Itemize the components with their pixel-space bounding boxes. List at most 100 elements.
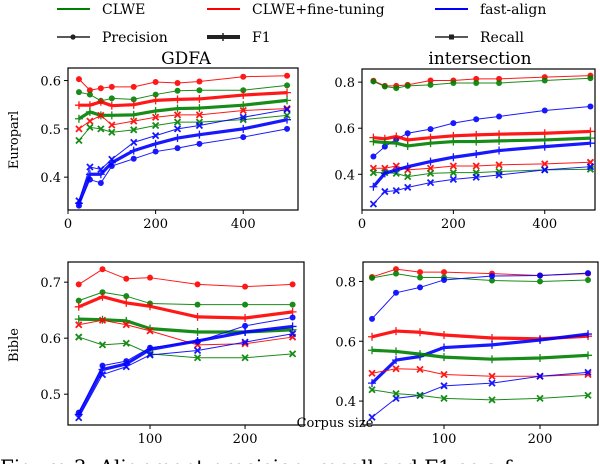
axes-frame [67, 261, 305, 426]
row-label-europarl: Europarl [7, 111, 22, 169]
series-fast-align-recall [368, 368, 592, 421]
data-point [74, 315, 83, 324]
data-point [174, 145, 181, 152]
series-line [78, 109, 288, 201]
data-point [283, 111, 291, 119]
data-point [380, 138, 389, 147]
data-point [196, 87, 203, 94]
data-point [75, 125, 83, 133]
data-point [195, 94, 204, 103]
data-point [541, 160, 549, 168]
data-point [404, 130, 411, 137]
data-point [440, 353, 449, 362]
data-point [403, 162, 412, 171]
data-point [427, 77, 434, 84]
x-tick-label: 0 [358, 217, 366, 232]
data-point [86, 91, 93, 98]
series-line [373, 129, 591, 142]
data-point [450, 120, 457, 127]
data-point [241, 328, 250, 337]
data-point [449, 162, 458, 170]
data-point [417, 269, 424, 276]
data-point [173, 118, 182, 126]
data-point [404, 172, 412, 181]
legend: CLWE CLWE+fine-tuning fast-align Precision F… [57, 2, 546, 46]
data-point [472, 150, 481, 159]
data-point [283, 88, 292, 97]
data-point [495, 161, 503, 169]
data-point [75, 202, 82, 209]
data-point [536, 336, 545, 345]
data-point [284, 82, 291, 89]
series-line [78, 333, 293, 418]
data-point [96, 97, 105, 106]
data-point [129, 146, 138, 155]
series-line [78, 98, 288, 121]
data-point [472, 173, 480, 181]
data-point [147, 274, 154, 281]
data-point [416, 350, 425, 359]
data-point [107, 111, 116, 120]
data-point [152, 91, 159, 98]
data-point [472, 162, 480, 170]
data-point [488, 379, 496, 387]
data-point [151, 139, 160, 148]
data-point [193, 312, 202, 321]
series-line [78, 128, 288, 206]
data-point [97, 125, 105, 133]
data-point [495, 146, 504, 155]
data-point [586, 163, 595, 171]
data-point [585, 276, 592, 283]
data-point [288, 330, 297, 338]
data-point [369, 200, 378, 208]
y-tick-label: 0.4 [335, 395, 356, 410]
series-clwe-fine-tuning-precision [75, 72, 291, 94]
data-point [540, 129, 549, 138]
data-point [151, 96, 160, 105]
data-point [151, 121, 160, 130]
data-point [416, 328, 425, 337]
data-point [239, 124, 248, 133]
series-clwe-precision [370, 75, 594, 92]
data-point [146, 327, 154, 335]
series-line [373, 77, 591, 89]
data-point [75, 76, 82, 83]
plot-area [74, 72, 292, 209]
data-point [440, 343, 449, 352]
data-point [416, 391, 424, 400]
data-point [174, 87, 181, 94]
data-point [540, 135, 549, 144]
data-point [426, 169, 435, 178]
data-point [496, 80, 503, 87]
data-point [75, 333, 83, 341]
data-point [417, 284, 424, 291]
x-tick-label: 200 [233, 432, 258, 447]
data-point [146, 345, 155, 354]
data-point [449, 137, 458, 146]
data-point [369, 182, 378, 191]
data-point [289, 281, 296, 288]
data-point [151, 106, 160, 115]
data-point [495, 130, 504, 139]
data-point [75, 321, 83, 329]
row-label-bible: Bible [7, 328, 22, 362]
data-point [122, 339, 130, 347]
data-point [473, 80, 480, 87]
data-point [194, 281, 201, 288]
data-point [496, 113, 503, 120]
series-fast-align-recall [369, 163, 595, 208]
data-point [404, 82, 411, 89]
data-point [283, 115, 292, 124]
circle-marker-icon [70, 34, 76, 40]
data-point [427, 81, 434, 88]
series-line [78, 91, 288, 108]
data-point [368, 386, 376, 394]
data-point [193, 354, 202, 362]
data-point [392, 139, 401, 148]
data-point [122, 363, 130, 371]
series-fast-align-precision [75, 125, 291, 209]
series-line [373, 136, 591, 148]
data-point [392, 389, 400, 398]
data-point [130, 96, 137, 103]
data-point [368, 346, 377, 355]
